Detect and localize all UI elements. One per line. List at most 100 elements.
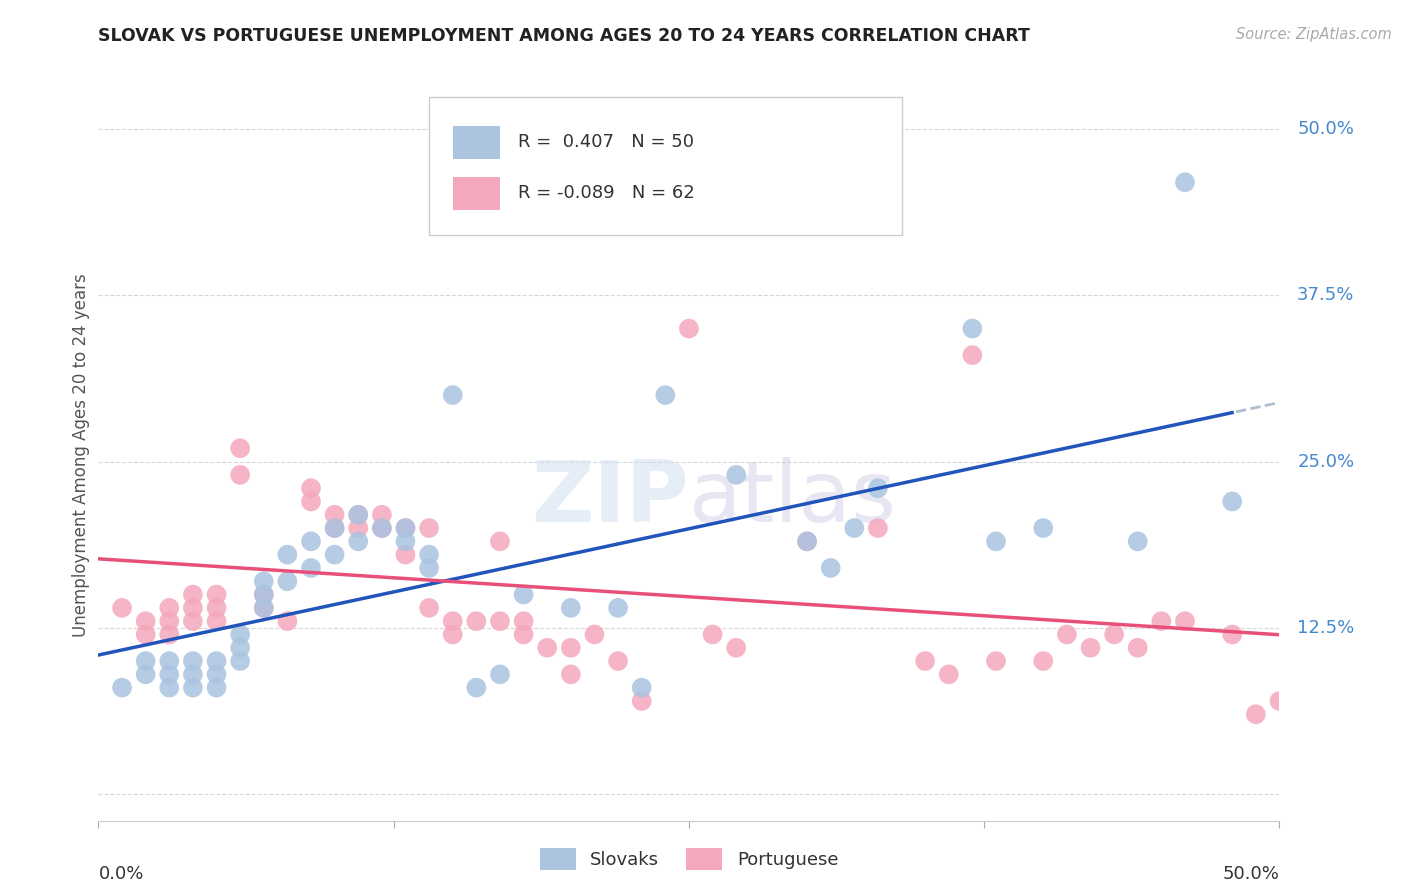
Point [725,640,748,655]
Point [1150,614,1173,628]
Point [1268,694,1291,708]
Point [229,654,252,668]
Point [1174,614,1197,628]
Point [181,614,204,628]
Point [441,627,464,641]
Point [347,508,370,522]
Point [1244,707,1267,722]
Point [866,521,889,535]
FancyBboxPatch shape [453,177,501,210]
Point [394,534,416,549]
Point [135,667,157,681]
Point [465,614,488,628]
Point [205,667,228,681]
Point [157,654,180,668]
Point [205,588,228,602]
Text: atlas: atlas [689,458,897,541]
Point [299,494,322,508]
Point [1056,627,1078,641]
Point [157,614,180,628]
Point [1102,627,1125,641]
Point [844,521,866,535]
Point [253,588,276,602]
Point [253,600,276,615]
Point [914,654,936,668]
Point [418,561,440,575]
Point [111,600,134,615]
Point [253,588,276,602]
Point [135,654,157,668]
Point [394,548,416,562]
Text: 25.0%: 25.0% [1298,452,1354,471]
Text: SLOVAK VS PORTUGUESE UNEMPLOYMENT AMONG AGES 20 TO 24 YEARS CORRELATION CHART: SLOVAK VS PORTUGUESE UNEMPLOYMENT AMONG … [98,27,1031,45]
Point [181,681,204,695]
Point [938,667,960,681]
Point [1126,640,1149,655]
Point [1032,654,1054,668]
Point [157,667,180,681]
Point [489,534,512,549]
Point [371,508,394,522]
Point [512,614,534,628]
Point [229,640,252,655]
Point [323,508,346,522]
Text: R = -0.089   N = 62: R = -0.089 N = 62 [517,184,695,202]
Point [1174,175,1197,189]
Text: Source: ZipAtlas.com: Source: ZipAtlas.com [1236,27,1392,42]
Point [984,654,1007,668]
Point [229,467,252,482]
Point [654,388,676,402]
Point [820,561,842,575]
Point [607,600,630,615]
Point [465,681,488,695]
Point [1126,534,1149,549]
Point [135,614,157,628]
Point [299,481,322,495]
Point [181,600,204,615]
Text: 50.0%: 50.0% [1223,864,1279,882]
Point [866,481,889,495]
Point [678,321,700,335]
Point [607,654,630,668]
FancyBboxPatch shape [429,96,901,235]
Point [796,534,818,549]
Point [347,521,370,535]
Point [394,521,416,535]
Text: 0.0%: 0.0% [98,864,143,882]
Point [253,574,276,589]
Point [796,534,818,549]
Point [323,521,346,535]
Point [962,348,984,362]
Point [205,614,228,628]
Point [205,681,228,695]
Point [371,521,394,535]
Point [560,667,582,681]
Point [1220,494,1243,508]
Point [962,321,984,335]
Point [276,614,298,628]
Point [181,588,204,602]
Point [181,654,204,668]
Point [135,627,157,641]
Point [347,534,370,549]
Point [489,667,512,681]
Text: 50.0%: 50.0% [1298,120,1354,138]
Point [630,694,652,708]
Point [536,640,558,655]
Text: ZIP: ZIP [531,458,689,541]
Point [1032,521,1054,535]
Point [229,442,252,456]
Point [299,534,322,549]
Point [560,600,582,615]
Point [583,627,606,641]
Point [276,548,298,562]
Point [111,681,134,695]
Y-axis label: Unemployment Among Ages 20 to 24 years: Unemployment Among Ages 20 to 24 years [72,273,90,637]
Text: R =  0.407   N = 50: R = 0.407 N = 50 [517,133,693,151]
Point [465,202,488,216]
Point [323,548,346,562]
Point [418,521,440,535]
Point [725,467,748,482]
Point [441,388,464,402]
Point [418,600,440,615]
